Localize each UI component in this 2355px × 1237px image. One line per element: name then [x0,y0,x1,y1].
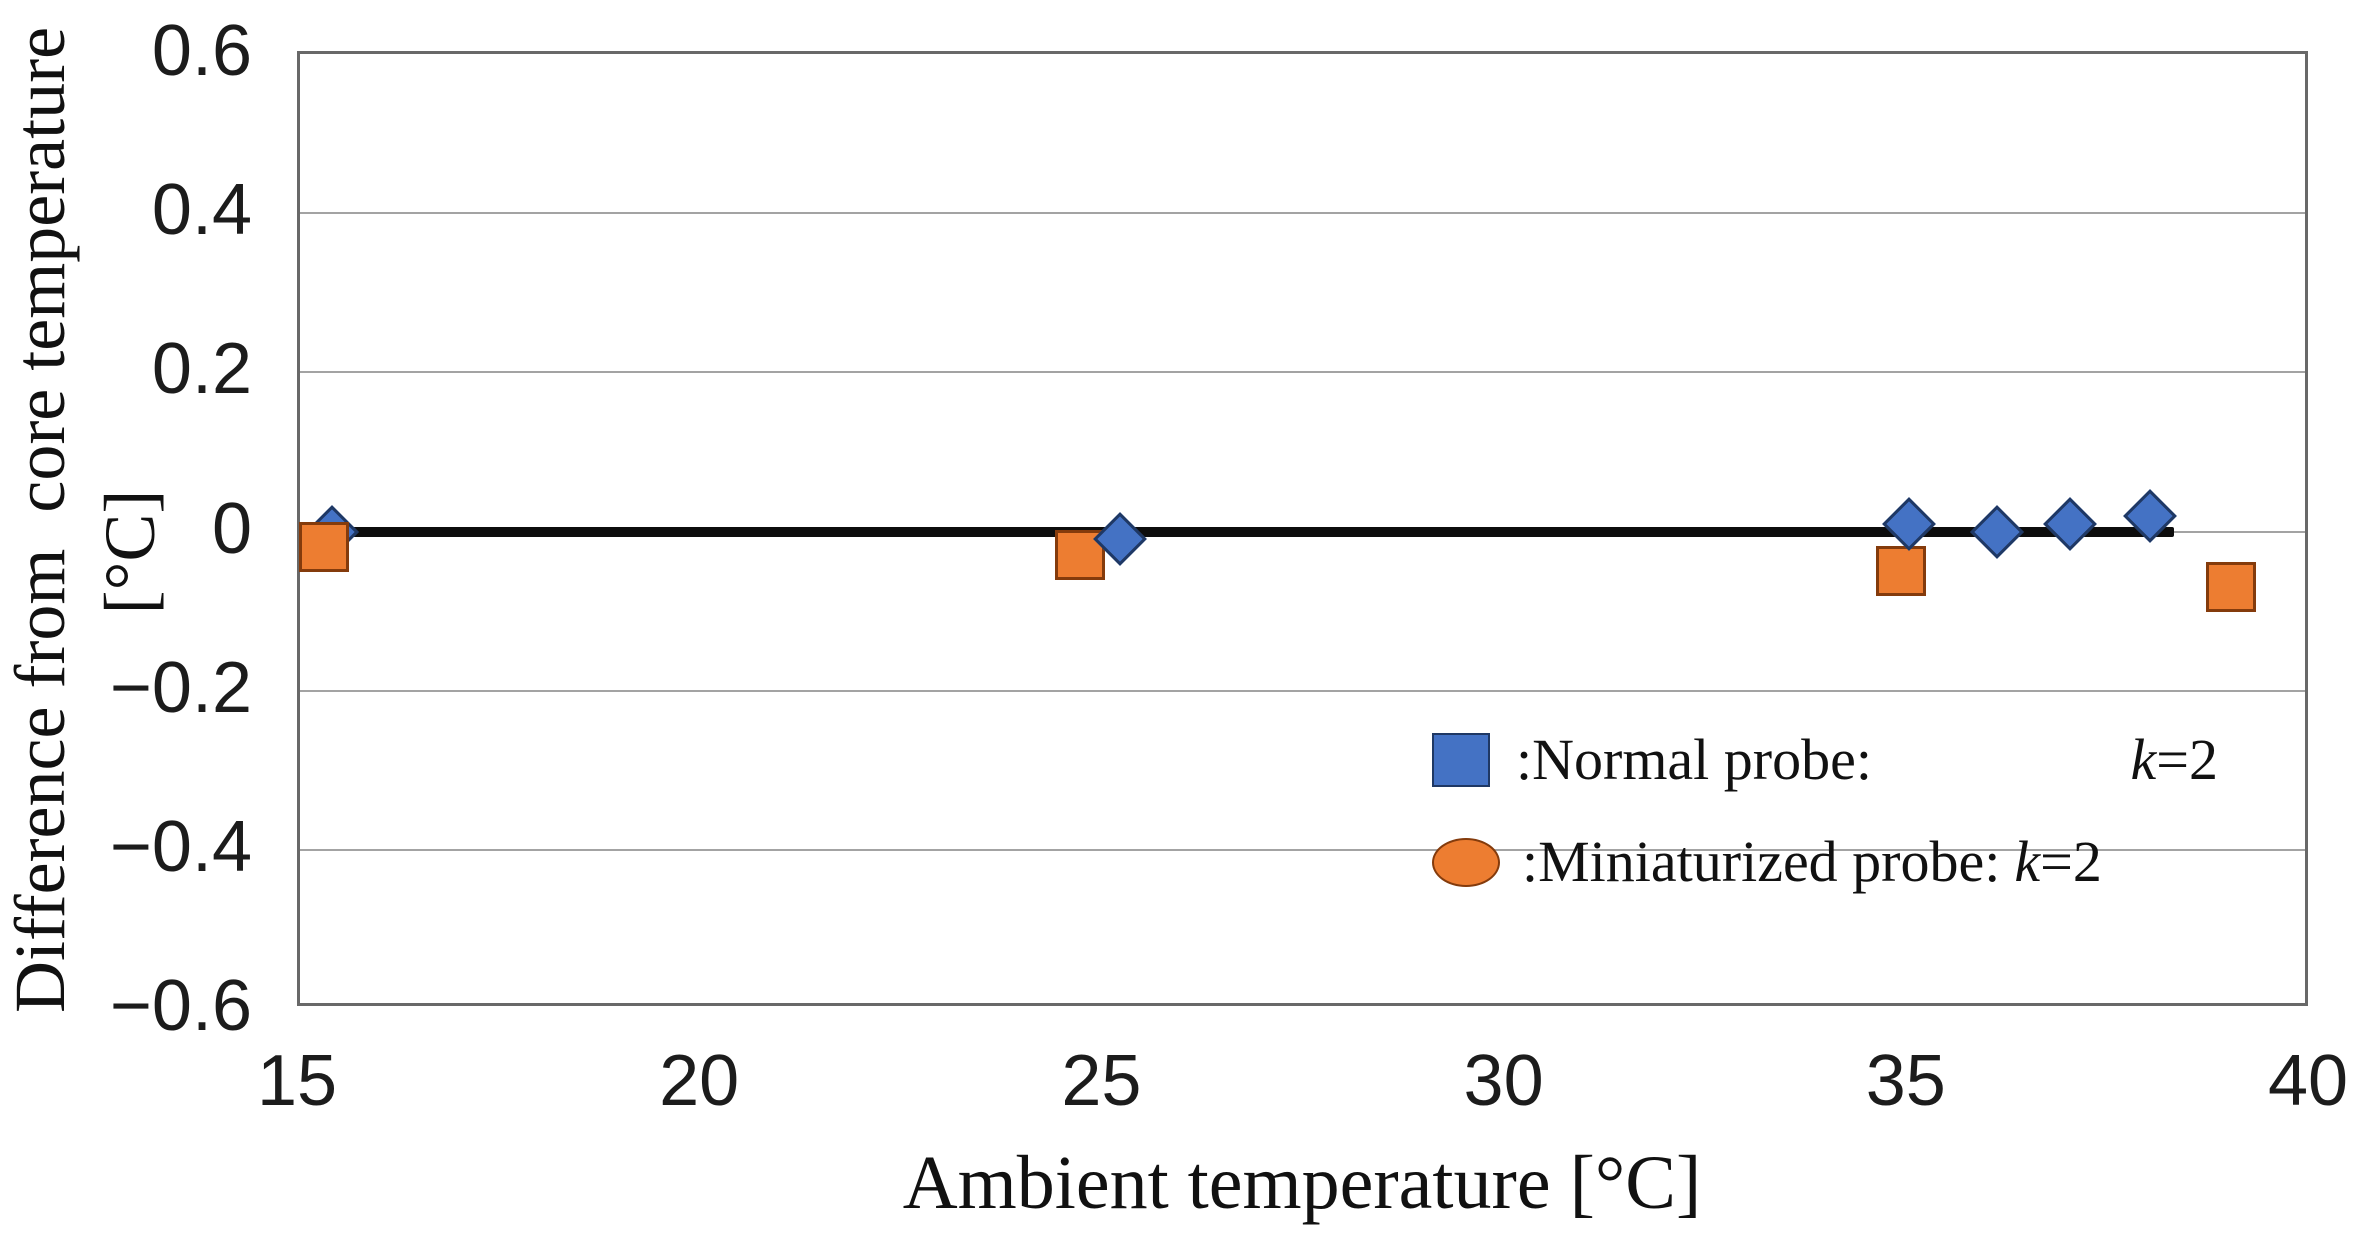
legend-marker-miniaturized-probe [1432,837,1500,887]
data-point-miniaturized-probe [299,522,350,573]
data-point-normal-probe [1970,504,2025,559]
y-tick-label: −0.4 [109,806,252,887]
legend: :Normal probe: k=2:Miniaturized probe: k=2 [1432,731,2260,891]
y-tick-label: 0.2 [151,329,252,410]
legend-k-value: =2 [2040,829,2102,894]
legend-coverage-factor: k=2 [2014,833,2101,891]
y-tick-label: −0.6 [109,966,252,1046]
legend-label: :Normal probe: [1516,727,1872,792]
plot-area [297,51,2308,1006]
data-point-miniaturized-probe [2205,562,2256,613]
data-point-miniaturized-probe [1875,546,1926,597]
zero-reference-line [300,526,2175,537]
gridline-y-0.4 [300,212,2305,215]
gridline-y-0.2 [300,371,2305,374]
data-point-normal-probe [2042,496,2097,551]
legend-label: :Miniaturized probe: [1522,829,2001,894]
legend-row: :Normal probe: k=2 [1432,731,2260,789]
y-tick-label: 0.6 [151,11,252,91]
legend-k-symbol: k [2014,829,2041,894]
x-tick-label: 30 [1463,1041,1544,1121]
y-tick-label: 0 [211,488,252,569]
x-tick-label: 35 [1865,1041,1946,1121]
gridline-y-−0.2 [300,689,2305,692]
gridline-y-−0.4 [300,848,2305,851]
y-tick-label: 0.4 [151,170,252,251]
x-tick-label: 15 [256,1041,338,1121]
legend-row: :Miniaturized probe: k=2 [1432,833,2260,891]
y-tick-label: −0.2 [109,647,252,728]
x-tick-label: 40 [2267,1041,2349,1121]
legend-marker-normal-probe [1432,733,1490,787]
legend-k-symbol: k [2130,727,2157,792]
legend-coverage-factor: k=2 [2131,731,2218,789]
x-axis-title: Ambient temperature [°C] [902,1141,1702,1225]
legend-k-value: =2 [2156,727,2218,792]
x-tick-label: 20 [659,1041,740,1121]
data-point-normal-probe [1881,496,1936,551]
x-tick-label: 25 [1061,1041,1142,1121]
